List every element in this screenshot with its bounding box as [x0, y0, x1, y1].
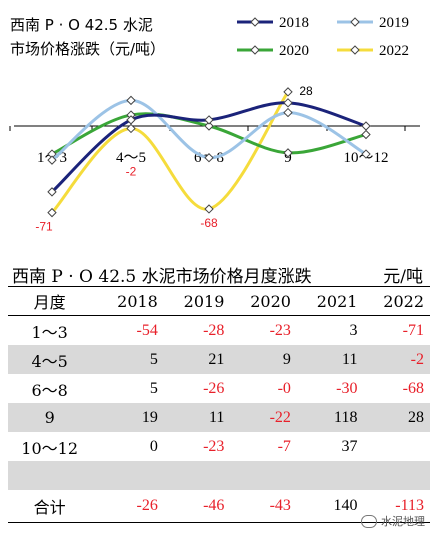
data-point-2018 [126, 115, 136, 125]
data-point-2019 [361, 149, 371, 159]
legend-label: 2020 [279, 43, 309, 59]
header-2019: 2019 [163, 286, 231, 316]
cell: -68 [402, 379, 424, 397]
data-point-2022 [47, 207, 57, 218]
total-cell: -26 [97, 490, 164, 523]
cell: 5 [149, 379, 158, 397]
cell: -54 [136, 321, 158, 339]
legend-marker [250, 45, 260, 55]
table-row: 4～5 5 21 9 11 -2 [8, 345, 430, 374]
data-point-2022 [204, 204, 214, 214]
chart-title-line2: 市场价格涨跌（元/吨） [10, 40, 166, 58]
cell [363, 461, 430, 490]
table-row: 10～12 0 -23 -7 37 [8, 432, 430, 461]
cell: -23 [203, 437, 225, 455]
table-row [8, 461, 430, 490]
row-month [8, 461, 98, 490]
cell: -2 [363, 345, 430, 374]
cell: 21 [163, 345, 231, 374]
data-point-2018 [204, 115, 214, 125]
table-title: 西南 P · O 42.5 水泥市场价格月度涨跌 [12, 267, 312, 287]
legend-label: 2018 [279, 15, 309, 31]
table-row: 1～3 -54 -28 -23 3 -71 [8, 316, 430, 346]
cell [363, 432, 430, 461]
row-month: 6～8 [31, 380, 68, 400]
header-2020: 2020 [230, 286, 297, 316]
watermark: 水泥地理 [361, 513, 425, 529]
cell: 11 [163, 403, 231, 432]
chart-plot: 1～34～56～8910～12-71-2-6828201820192020202… [9, 15, 420, 234]
cell [97, 461, 164, 490]
cell: 37 [341, 437, 358, 455]
data-point-2019 [126, 95, 136, 106]
header-2022: 2022 [363, 286, 430, 316]
cell: 3 [349, 321, 358, 339]
cell: -23 [269, 321, 291, 339]
row-month: 9 [8, 403, 98, 432]
data-point-2020 [283, 148, 293, 158]
legend-label: 2019 [379, 15, 409, 31]
legend-label: 2022 [379, 43, 409, 59]
price-change-table: 月度 2018 2019 2020 2021 2022 1～3 -54 -28 … [8, 286, 430, 523]
cell: 11 [296, 345, 364, 374]
data-point-2020 [361, 129, 371, 140]
total-cell: 140 [296, 490, 364, 523]
legend-marker [350, 17, 360, 27]
data-point-2022 [283, 87, 293, 97]
header-2018: 2018 [97, 286, 164, 316]
data-label: -68 [200, 216, 218, 230]
data-point-2018 [361, 121, 371, 131]
total-cell: -46 [163, 490, 231, 523]
data-point-2018 [47, 187, 57, 197]
cell: 19 [97, 403, 164, 432]
chart-title-line1: 西南 P · O 42.5 水泥 [10, 16, 153, 34]
data-point-2022 [126, 123, 136, 134]
data-point-2019 [47, 155, 57, 165]
cell: -7 [277, 437, 291, 455]
cell: -30 [336, 379, 358, 397]
wechat-icon [361, 514, 377, 528]
total-cell: -43 [230, 490, 297, 523]
data-point-2019 [204, 153, 214, 163]
data-label: 28 [299, 84, 313, 98]
table-unit: 元/吨 [383, 267, 423, 287]
table-row: 6～8 5 -26 -0 -30 -68 [8, 374, 430, 403]
cell: -0 [277, 379, 291, 397]
cell: 5 [97, 345, 164, 374]
total-label: 合计 [8, 490, 98, 523]
category-label: 9 [284, 150, 292, 166]
price-change-line-chart: 西南 P · O 42.5 水泥 市场价格涨跌（元/吨） 1～34～56～891… [0, 0, 433, 248]
legend-marker [350, 45, 360, 55]
cell: 0 [149, 437, 158, 455]
cell: 9 [230, 345, 297, 374]
watermark-text: 水泥地理 [381, 515, 425, 528]
table-header-row: 月度 2018 2019 2020 2021 2022 [8, 286, 430, 316]
series-line-2022 [50, 90, 290, 215]
cell: -28 [203, 321, 225, 339]
data-point-2018 [283, 98, 293, 108]
data-label: -2 [126, 164, 137, 178]
cell: -71 [402, 321, 424, 339]
cell [230, 461, 297, 490]
data-label: -71 [35, 220, 53, 234]
cell: 28 [363, 403, 430, 432]
cell [163, 461, 231, 490]
header-2021: 2021 [296, 286, 364, 316]
cell: -26 [203, 379, 225, 397]
row-month: 1～3 [31, 322, 68, 342]
data-point-2020 [204, 121, 214, 131]
legend-marker [250, 17, 260, 27]
cell: 118 [296, 403, 364, 432]
category-label: 4～5 [116, 150, 146, 166]
row-month: 4～5 [8, 345, 98, 374]
data-point-2019 [283, 107, 293, 118]
cell: -22 [230, 403, 297, 432]
cell [296, 461, 364, 490]
row-month: 10～12 [21, 438, 79, 458]
table-row: 9 19 11 -22 118 28 [8, 403, 430, 432]
header-month: 月度 [8, 286, 98, 316]
